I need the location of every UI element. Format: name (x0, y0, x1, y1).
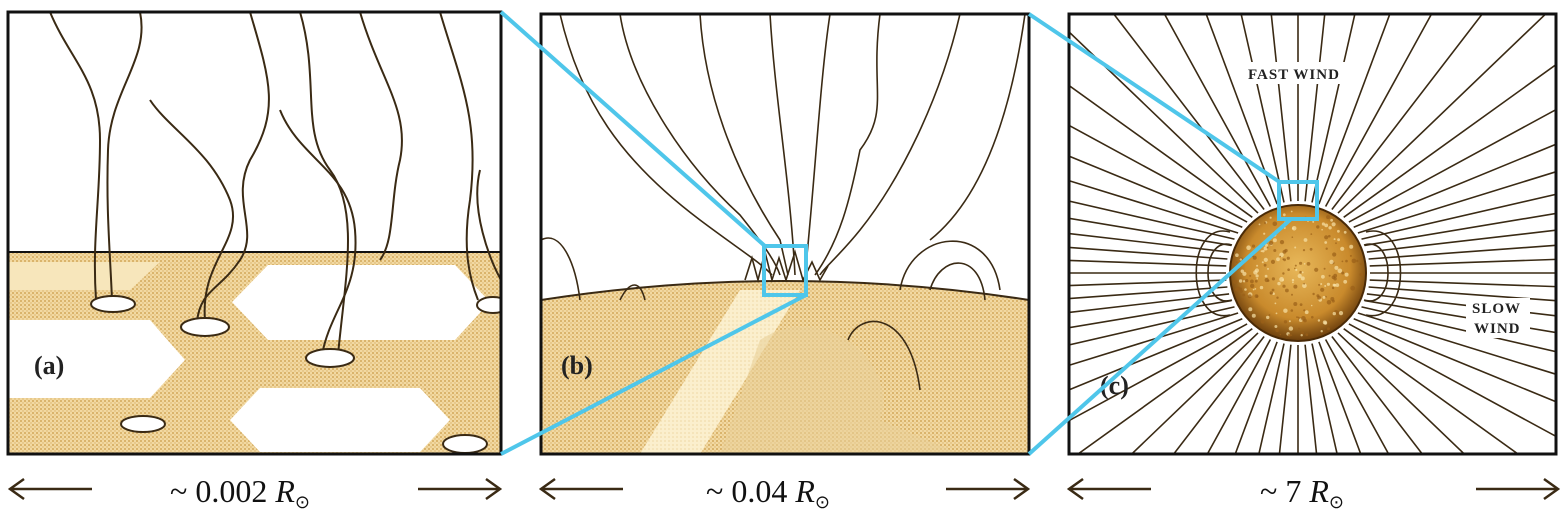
field-line (1343, 328, 1520, 454)
scale-c-text: ~ 7 R⊙ (1260, 473, 1344, 512)
connector-a-top (499, 10, 768, 249)
field-line (1331, 14, 1484, 210)
field-line (1069, 323, 1248, 422)
fast-wind-label: FAST WIND (1248, 67, 1340, 83)
panel-b-label: (b) (561, 351, 593, 380)
field-line (1069, 279, 1227, 287)
field-line (1361, 193, 1556, 240)
panel-a: (a) (8, 12, 501, 454)
field-line (1304, 344, 1318, 454)
field-line (1069, 246, 1228, 260)
field-line (1318, 341, 1362, 454)
field-line (1368, 244, 1556, 260)
panel-a-label: (a) (34, 351, 64, 380)
field-line (1278, 344, 1292, 454)
scale-bar-a: ~ 0.002 R⊙ (7, 473, 503, 512)
panel-c-zoom-box (1277, 180, 1319, 221)
field-line (1348, 323, 1556, 438)
field-line (1353, 317, 1556, 403)
slow-wind-label-bg (1466, 298, 1530, 338)
scale-bar-b: ~ 0.04 R⊙ (538, 473, 1031, 512)
scale-a-text: ~ 0.002 R⊙ (170, 473, 310, 512)
field-line (1369, 279, 1556, 288)
field-line (1337, 332, 1466, 454)
field-line (1337, 14, 1547, 214)
field-line (1112, 14, 1265, 210)
panel-a-photosphere (8, 252, 501, 454)
field-line (1324, 14, 1433, 207)
panel-b: (b) (541, 14, 1029, 454)
scale-arrow-left-icon (538, 477, 623, 501)
field-line (1353, 143, 1556, 229)
field-line (1130, 332, 1259, 454)
field-line (1069, 286, 1228, 300)
field-line (1364, 212, 1556, 247)
connector-b-top (1027, 12, 1283, 185)
panel-a-flux-tubes (49, 12, 501, 454)
field-line (1076, 328, 1253, 454)
scale-arrow-right-icon (946, 477, 1031, 501)
field-line (1343, 63, 1556, 218)
field-line (1069, 312, 1239, 367)
field-line (1366, 229, 1556, 253)
field-line (1318, 14, 1391, 205)
field-line (1069, 217, 1232, 247)
panel-c-closed-loops (1195, 230, 1402, 317)
field-line (1369, 258, 1556, 267)
field-line (1163, 14, 1272, 207)
field-line (1069, 155, 1243, 229)
field-line (1324, 339, 1390, 454)
connector-b-bottom (1027, 217, 1293, 456)
connector-a-bottom (500, 293, 807, 456)
field-line (1069, 259, 1227, 267)
panel-c-sun (1228, 204, 1368, 342)
scale-b-text: ~ 0.04 R⊙ (706, 473, 830, 512)
field-line (1311, 343, 1338, 454)
panel-b-field-lines (541, 14, 1026, 391)
field-line (1069, 306, 1235, 346)
field-line (1069, 200, 1235, 240)
field-line (1368, 286, 1556, 302)
field-line (1069, 84, 1253, 218)
panel-b-photosphere (541, 280, 1029, 454)
field-line (1357, 312, 1556, 376)
field-line (1357, 170, 1556, 234)
fast-wind-label-bg (1244, 62, 1356, 84)
field-line (1069, 30, 1259, 214)
field-line (1069, 232, 1230, 253)
panel-b-zoom-box (762, 244, 808, 297)
field-line (1069, 179, 1239, 234)
scale-arrow-right-icon (1476, 477, 1561, 501)
field-line (1331, 336, 1424, 454)
scale-bar-c: ~ 7 R⊙ (1066, 473, 1561, 512)
field-line (1258, 343, 1285, 454)
panel-c: FAST WIND SLOW WIND (c) (1069, 14, 1556, 454)
field-line (1206, 339, 1272, 454)
scale-arrow-right-icon (418, 477, 503, 501)
scale-arrow-left-icon (7, 477, 92, 501)
field-line (1348, 108, 1556, 223)
slow-wind-label-line1: SLOW (1472, 301, 1521, 317)
field-line (1069, 124, 1248, 223)
zoom-connectors (499, 10, 1293, 456)
field-line (1234, 341, 1278, 454)
scale-arrow-left-icon (1066, 477, 1151, 501)
slow-wind-label-line2: WIND (1474, 321, 1521, 337)
field-line (1205, 14, 1278, 205)
field-line (1172, 336, 1265, 454)
